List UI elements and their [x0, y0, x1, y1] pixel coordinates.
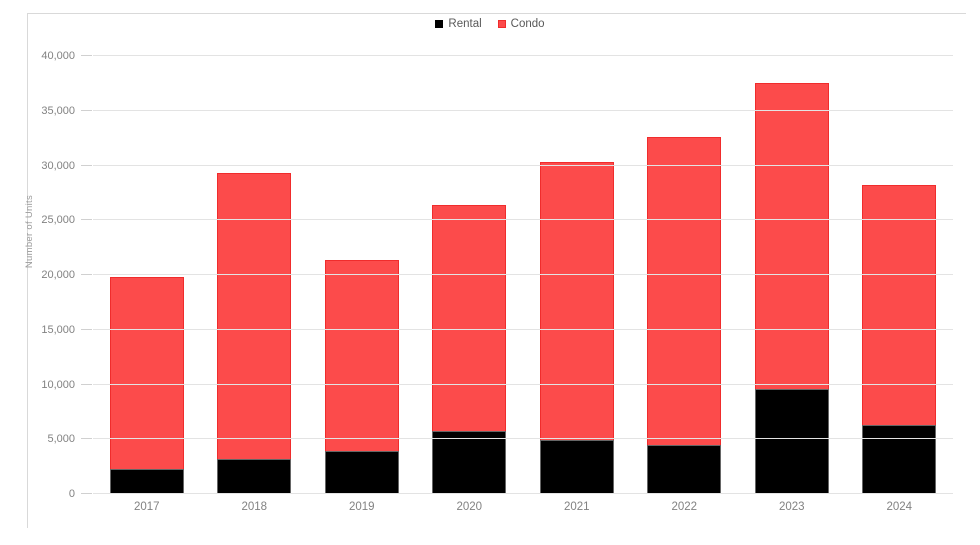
x-axis-label-2023: 2023 — [778, 501, 805, 513]
legend: Rental Condo — [0, 18, 980, 30]
plot-area: 0 5,000 10,000 15,000 20,000 25,000 30,000 35,0… — [41, 50, 953, 500]
gridline — [93, 219, 953, 221]
y-axis-tick — [81, 164, 92, 166]
condo-segment-2023 — [754, 83, 829, 389]
y-axis-tick — [81, 328, 92, 330]
legend-item-condo: Condo — [497, 18, 545, 30]
legend-label-condo: Condo — [510, 18, 545, 30]
x-axis-label-2019: 2019 — [348, 501, 375, 513]
bars-container — [93, 56, 953, 494]
y-axis-tick — [81, 438, 92, 440]
condo-segment-2019 — [324, 259, 399, 452]
rental-segment-2024 — [862, 425, 937, 494]
bar-group-2017 — [93, 56, 201, 494]
y-axis-tick — [81, 55, 92, 56]
y-axis-tick-label: 35,000 — [41, 104, 75, 117]
bar-group-2023 — [738, 56, 846, 494]
y-axis-title: Number of Units — [24, 195, 35, 269]
y-axis-tick-label: 5,000 — [47, 433, 75, 446]
bar-group-2018 — [201, 56, 309, 494]
x-axis-label-2018: 2018 — [241, 501, 268, 513]
rental-segment-2023 — [754, 388, 829, 494]
bar-group-2024 — [846, 56, 954, 494]
y-axis-tick — [81, 274, 92, 275]
y-axis-tick-label: 25,000 — [41, 214, 75, 227]
gridline — [93, 328, 953, 330]
y-axis-tick — [81, 219, 92, 221]
condo-segment-2021 — [539, 162, 614, 441]
gridline — [93, 109, 953, 111]
x-axis-label-2017: 2017 — [133, 501, 160, 513]
rental-segment-2020 — [432, 430, 507, 494]
condo-segment-2024 — [862, 185, 937, 426]
bar-group-2019 — [308, 56, 416, 494]
y-axis-tick — [81, 493, 92, 494]
gridline — [93, 274, 953, 275]
condo-segment-2017 — [109, 277, 184, 469]
legend-label-rental: Rental — [448, 18, 482, 30]
y-axis-tick-label: 40,000 — [41, 50, 75, 62]
bar-group-2022 — [631, 56, 739, 494]
rental-segment-2017 — [109, 468, 184, 494]
rental-segment-2022 — [647, 444, 722, 494]
condo-segment-2020 — [432, 204, 507, 431]
y-axis-tick-label: 30,000 — [41, 159, 75, 172]
y-axis-tick — [81, 109, 92, 111]
x-axis-label-2021: 2021 — [563, 501, 590, 513]
rental-swatch-icon — [435, 20, 444, 28]
y-axis-tick-label: 10,000 — [41, 378, 75, 391]
y-axis-tick-label: 15,000 — [41, 323, 75, 336]
gridline — [93, 493, 953, 494]
y-axis-tick-label: 0 — [68, 488, 75, 500]
gridline — [93, 438, 953, 440]
x-axis-label-2024: 2024 — [886, 501, 913, 513]
bar-group-2020 — [416, 56, 524, 494]
condo-segment-2018 — [217, 173, 292, 459]
rental-segment-2019 — [324, 451, 399, 494]
gridline — [93, 383, 953, 385]
rental-segment-2021 — [539, 440, 614, 494]
gridline — [93, 55, 953, 56]
x-axis-label-2022: 2022 — [671, 501, 698, 513]
bar-group-2021 — [523, 56, 631, 494]
gridline — [93, 164, 953, 166]
x-axis-label-2020: 2020 — [456, 501, 483, 513]
x-axis-labels: 2017 2018 2019 2020 2021 2022 2023 2024 — [93, 501, 953, 513]
legend-item-rental: Rental — [435, 18, 482, 30]
y-axis-tick-label: 20,000 — [41, 269, 75, 281]
y-axis-tick — [81, 383, 92, 385]
condo-segment-2022 — [647, 137, 722, 445]
rental-segment-2018 — [217, 458, 292, 494]
condo-swatch-icon — [497, 20, 506, 28]
